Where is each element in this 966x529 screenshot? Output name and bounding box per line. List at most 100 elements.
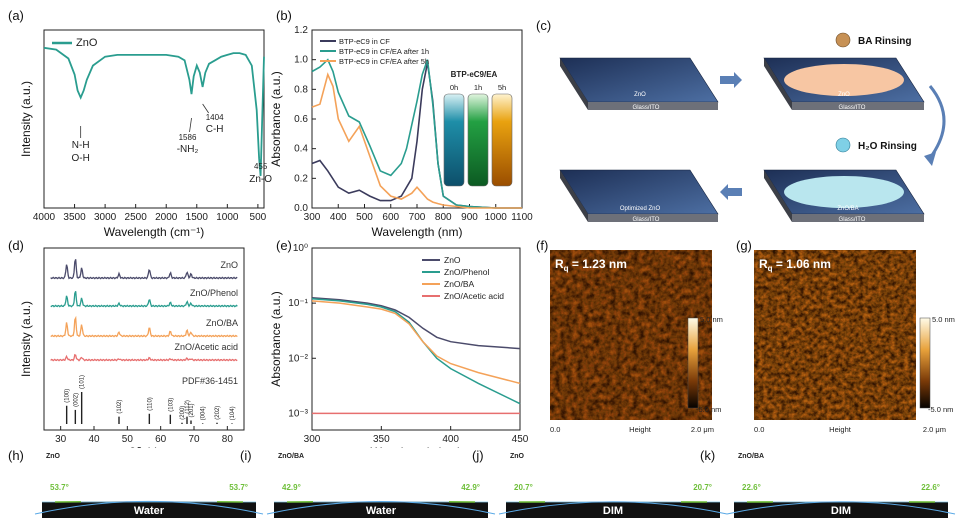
axis-mid-f: Height [629,425,652,434]
x-tick-label-a: 4000 [33,212,56,223]
x-tick-label-e: 450 [512,434,529,445]
annotation-nh2: -NH₂ [177,144,199,155]
annotation-zno: Zn-O [249,174,272,185]
x-tick-label-d: 50 [122,434,134,445]
slide-4-bottom: Glass/ITO [633,217,660,223]
x-tick-label-b: 300 [304,212,321,223]
angle-left-i: 42.9° [282,483,301,492]
hkl-label: (101) [80,375,86,389]
y-tick-label-b: 0.8 [294,84,308,95]
rinse-label-ba: BA Rinsing [858,36,912,47]
panel-label-a: (a) [8,8,24,23]
y-axis-label-e: Absorbance (a.u.) [269,291,283,386]
xrd-series-0 [50,259,238,280]
y-tick-label-b: 0.6 [294,114,308,125]
xrd-series-label-2: ZnO/BA [206,318,238,328]
fit-curve-j [498,501,728,515]
scale-bottom-f: -5.0 nm [696,405,721,414]
substrate-i [274,502,488,518]
arrow-curve-icon [928,85,946,159]
x-tick-label-d: 70 [188,434,200,445]
slide-1-top: ZnO [634,92,646,98]
hkl-label: (201) [189,403,195,417]
panel-f: (f) Rq = 1.23 nm 5.0 nm -5.0 nm 0.0 Heig… [536,238,723,434]
y-tick-label-e: 10⁻² [288,353,308,364]
x-tick-label-e: 350 [373,434,390,445]
x-axis-label-a: Wavelength (cm⁻¹) [104,225,205,239]
legend-label-b-0: BTP-eC9 in CF [339,37,390,46]
plot-frame-a [43,29,265,209]
angle-left-j: 20.7° [514,483,533,492]
rq-label-g: Rq = 1.06 nm [759,257,831,273]
x-axis-label-b: Wavelength (nm) [372,225,463,239]
x-tick-label-a: 2000 [155,212,178,223]
hkl-label: (104) [230,406,236,420]
abs-curves [311,297,521,415]
annotation-ch: C-H [206,124,224,135]
x-tick-label-b: 700 [409,212,426,223]
contact-panel-h: (h) ZnO 53.7° 53.7° Water [8,448,264,518]
panel-label-f: (f) [536,238,548,253]
legend-label-a: ZnO [76,37,98,49]
uv-curves [311,58,522,209]
ftir-curve [43,46,265,177]
hkl-label: (100) [65,389,71,403]
slide-1-bottom: Glass/ITO [633,105,660,111]
sample-label-h: ZnO [46,453,61,460]
panel-label-j: (j) [472,448,484,463]
slide-1: ZnO Glass/ITO [559,57,719,111]
x-tick-label-a: 1500 [186,212,209,223]
panel-b: (b) 300 400 500 600 700 800 900 1000 1100 0.0 0.2 0… [269,8,533,239]
arrow-head-icon [924,152,936,166]
panel-label-g: (g) [736,238,752,253]
liquid-label-k: DIM [831,505,851,517]
x-tick-label-b: 1100 [511,212,533,223]
colorbar-g [919,317,931,409]
slide-3: ZnO/BA Glass/ITO [763,169,925,223]
xrd-curves: ZnO ZnO/Phenol ZnO/BA ZnO/Acetic acid [50,259,238,362]
panel-label-h: (h) [8,448,24,463]
y-tick-label-e: 10⁰ [293,243,308,254]
arrow-right-icon [720,72,742,88]
x-tick-label-b: 800 [435,212,452,223]
fit-curve-i [266,501,496,515]
angle-left-k: 22.6° [742,483,761,492]
angle-right-h: 53.7° [229,483,248,492]
legend-label-e-2: ZnO/BA [444,279,475,289]
inset-title: BTP-eC9/EA [451,70,498,79]
sample-label-k: ZnO/BA [738,453,764,460]
reference-label: PDF#36-1451 [182,376,238,386]
substrate-h [42,502,256,518]
axis-right-g: 2.0 μm [923,425,946,434]
xrd-series-3 [50,353,238,362]
x-tick-label-a: 500 [250,212,267,223]
colorbar-f [687,317,699,409]
panel-label-c: (c) [536,18,551,33]
vial-1h [467,93,489,187]
slide-3-bottom: Glass/ITO [839,217,866,223]
x-tick-label-a: 1000 [216,212,239,223]
water-droplet-icon [835,137,851,153]
hkl-label: (002) [73,393,79,407]
sample-label-j: ZnO [510,453,525,460]
hkl-label: (202) [215,406,221,420]
hkl-label: (112) [185,400,191,414]
afm-texture-f [550,250,712,420]
legend-label-e-3: ZnO/Acetic acid [444,291,504,301]
y-tick-label-b: 1.2 [294,25,308,36]
slide-2-top: ZnO [838,92,850,98]
annotation-oh: O-H [71,153,89,164]
angle-right-i: 42.9° [461,483,480,492]
contact-panel-i: (i) ZnO/BA 42.9° 42.9° Water [240,448,496,518]
fit-curve-k [726,501,956,515]
x-tick-label-d: 40 [88,434,100,445]
axis-ticks-e: 300 350 400 450 10⁰ 10⁻¹ 10⁻² 10⁻³ [288,243,529,445]
annotation-nh: N-H [72,140,90,151]
axis-left-g: 0.0 [754,425,764,434]
panel-g: (g) Rq = 1.06 nm 5.0 nm -5.0 nm 0.0 Heig… [736,238,955,434]
hkl-label: (102) [117,400,123,414]
vial-time-1: 1h [474,83,482,92]
x-tick-label-d: 60 [155,434,167,445]
x-tick-label-b: 500 [356,212,373,223]
